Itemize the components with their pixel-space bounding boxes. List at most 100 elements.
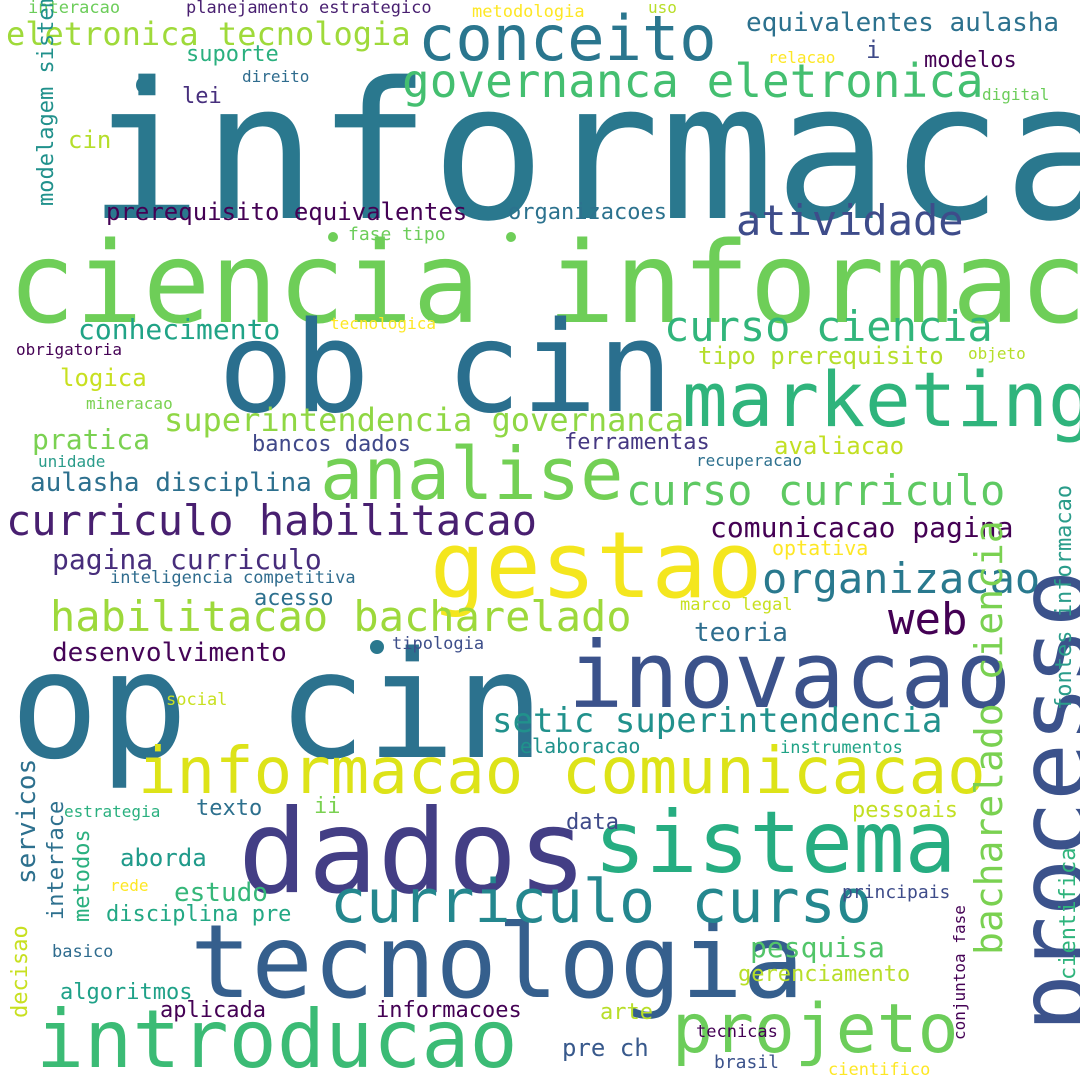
- word-tecnicas: tecnicas: [696, 1022, 778, 1042]
- word-bacharelado-ciencia: bacharelado ciencia: [967, 520, 1011, 955]
- word-conceito: conceito: [418, 2, 717, 75]
- word-texto: texto: [196, 796, 263, 821]
- word-unidade: unidade: [38, 452, 106, 471]
- word-rede: rede: [110, 876, 149, 895]
- word-conjuntoa-fase: cientifica: [1056, 847, 1080, 980]
- word-eletronica-tecnologia: eletronica tecnologia: [6, 15, 411, 53]
- word-desenvolvimento: desenvolvimento: [52, 638, 287, 668]
- word-teoria: teoria: [694, 618, 788, 648]
- word-op-cin: op cin: [10, 620, 545, 792]
- word-algoritmos: algoritmos: [60, 980, 193, 1005]
- word-objeto: objeto: [968, 344, 1026, 363]
- word-brasil: brasil: [714, 1052, 780, 1073]
- word-inteligencia-competitiva: inteligencia competitiva: [110, 568, 356, 588]
- word-introducao: introducao: [36, 993, 518, 1080]
- word-cin: cin: [68, 126, 112, 154]
- word-lei: lei: [182, 84, 222, 109]
- word-pesquisa: pesquisa: [750, 931, 885, 964]
- word-governanca-eletronica: governanca eletronica: [402, 54, 984, 108]
- word-recuperacao: recuperacao: [696, 451, 802, 470]
- word-fase-tipo: fase tipo: [348, 224, 446, 245]
- word-organizacoes: organizacoes: [508, 200, 667, 225]
- dot-marker: [370, 640, 384, 654]
- word-sistema: sistema: [594, 793, 957, 893]
- word-curso-ciencia: curso ciencia: [664, 302, 993, 351]
- dot-marker: [506, 232, 516, 242]
- word-pre-ch: pre ch: [562, 1034, 649, 1062]
- word-tecnologia: tecnologia: [190, 903, 805, 1022]
- word-marketing: marketing: [682, 355, 1080, 444]
- word-metodologia: metodologia: [472, 2, 585, 22]
- word-superintendencia-governanca: superintendencia governanca: [164, 401, 685, 439]
- word-pessoais: pessoais: [852, 798, 958, 823]
- word-interface: interface: [44, 800, 69, 920]
- word-curriculo-habilitacao: curriculo habilitacao: [6, 496, 538, 545]
- word-web: web: [888, 594, 968, 645]
- word-decisao: decisao: [8, 925, 33, 1018]
- word-setic-superintendencia: setic superintendencia: [492, 701, 943, 741]
- word-ferramentas: ferramentas: [564, 430, 710, 455]
- word-informacao-comunicacao: informacao comunicacao: [138, 735, 986, 809]
- dot-marker: [328, 232, 338, 242]
- word-gerenciamento: gerenciamento: [738, 962, 911, 987]
- word-atividade: atividade: [736, 196, 964, 245]
- word-avaliacao: avaliacao: [774, 432, 905, 460]
- word-tipologia: tipologia: [392, 634, 485, 654]
- word-relacao: relacao: [768, 48, 836, 67]
- word-tipo-prerequisito: tipo prerequisito: [698, 342, 944, 370]
- word-social: social: [166, 690, 228, 710]
- word-disciplina-pre: disciplina pre: [106, 902, 292, 927]
- word-pagina-curriculo: pagina curriculo: [52, 543, 322, 576]
- word-ciencia-informacao: ciencia informacao: [8, 219, 1080, 349]
- word-estrategia: estrategia: [64, 802, 161, 821]
- word-conhecimento: conhecimento: [78, 313, 281, 346]
- dot-marker: [136, 76, 154, 94]
- word-habilitacao-bacharelado: habilitacao bacharelado: [50, 592, 632, 641]
- word-data: data: [566, 810, 619, 835]
- word-curso-curriculo: curso curriculo: [626, 466, 1006, 515]
- word-digital: digital: [982, 85, 1050, 104]
- word-acesso: acesso: [254, 586, 334, 611]
- word-dados: dados: [238, 785, 588, 920]
- word-informacao: informacao: [88, 42, 1080, 263]
- word-curriculo-curso: curriculo curso: [330, 867, 872, 937]
- word-fontes-informacao: fontes informacao: [1052, 484, 1077, 710]
- word-aborda: aborda: [120, 844, 207, 872]
- word-instrumentos: instrumentos: [780, 738, 903, 758]
- word-metodos: metodos: [70, 829, 95, 922]
- word-aplicada: aplicada: [160, 998, 266, 1023]
- word-principais: principais: [842, 882, 951, 903]
- word-logica: logica: [60, 364, 147, 392]
- word-planejamento-estrategico: planejamento estrategico: [186, 0, 432, 18]
- word-optativa: optativa: [772, 536, 869, 560]
- word-prerequisito-equivalentes: prerequisito equivalentes: [106, 198, 468, 226]
- word-suporte: suporte: [186, 42, 279, 67]
- word-aulasha-disciplina: aulasha disciplina: [30, 468, 312, 498]
- word-estudo: estudo: [174, 878, 268, 908]
- word-gestao: gestao: [430, 512, 763, 619]
- word-cientifica: modelagem sistemas: [34, 0, 59, 206]
- word-ii: ii: [314, 794, 341, 819]
- word-pratica: pratica: [32, 423, 151, 456]
- word-tecnologica: tecnologica: [330, 314, 436, 333]
- word-bancos-dados: bancos dados: [252, 432, 411, 457]
- word-cientifico: cientifico: [828, 1060, 931, 1080]
- word-modelos: modelos: [924, 48, 1017, 73]
- word-organizacao: organizacao: [762, 554, 1041, 603]
- word-elaboracao: elaboracao: [520, 734, 641, 758]
- word-mineracao: mineracao: [86, 394, 173, 413]
- word-comunicacao-pagina: comunicacao pagina: [710, 511, 1014, 544]
- word-marco-legal: marco legal: [680, 595, 793, 615]
- word-basico: basico: [52, 942, 114, 962]
- word-i: i: [866, 36, 881, 64]
- word-ob-cin: ob cin: [218, 294, 674, 441]
- word-projeto: projeto: [672, 990, 959, 1069]
- word-analise: analise: [320, 432, 624, 516]
- word-obrigatoria: obrigatoria: [16, 340, 122, 359]
- word-informacoes: informacoes: [376, 998, 522, 1023]
- word-arte: arte: [600, 1000, 653, 1025]
- word-equivalentes-aulasha: equivalentes aulasha: [746, 8, 1060, 38]
- word-direito: direito: [242, 67, 310, 86]
- word-uso: uso: [648, 0, 677, 17]
